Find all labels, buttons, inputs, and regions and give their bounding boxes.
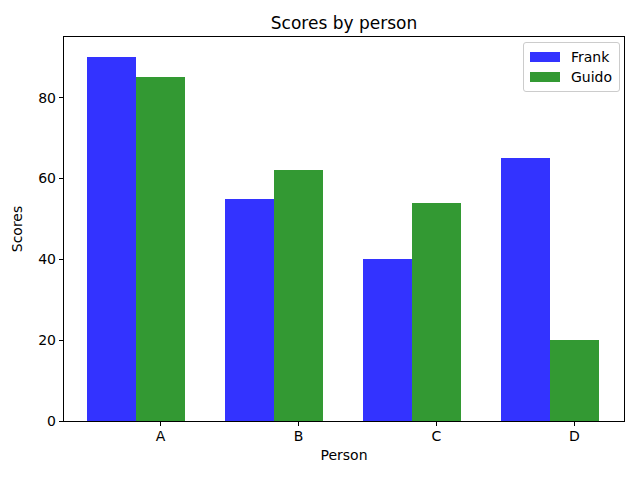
bar-frank-b	[225, 199, 274, 421]
y-axis-label: Scores	[9, 206, 25, 253]
y-tick-label-20: 20	[16, 332, 56, 348]
bar-frank-d	[501, 158, 550, 421]
y-tick-mark	[59, 178, 63, 179]
x-tick-mark	[298, 422, 299, 426]
x-tick-mark	[574, 422, 575, 426]
legend-label-frank: Frank	[571, 49, 609, 65]
x-tick-label-a: A	[137, 428, 185, 444]
bar-frank-a	[87, 57, 136, 421]
bar-guido-c	[412, 203, 461, 421]
y-tick-mark	[59, 340, 63, 341]
y-tick-label-80: 80	[16, 90, 56, 106]
legend-item-frank: Frank	[530, 47, 612, 67]
x-tick-label-b: B	[275, 428, 323, 444]
legend-label-guido: Guido	[571, 69, 612, 85]
y-tick-label-60: 60	[16, 170, 56, 186]
bar-frank-c	[363, 259, 412, 421]
x-tick-mark	[160, 422, 161, 426]
legend-swatch-frank	[530, 52, 560, 62]
plot-area: Frank Guido	[63, 36, 625, 422]
chart-title: Scores by person	[63, 13, 625, 33]
y-tick-mark	[59, 421, 63, 422]
bar-guido-a	[136, 77, 185, 421]
y-tick-label-0: 0	[16, 413, 56, 429]
y-tick-mark	[59, 97, 63, 98]
y-tick-mark	[59, 259, 63, 260]
legend-item-guido: Guido	[530, 67, 612, 87]
x-tick-label-c: C	[413, 428, 461, 444]
y-tick-label-40: 40	[16, 251, 56, 267]
legend: Frank Guido	[523, 42, 620, 92]
legend-swatch-guido	[530, 72, 560, 82]
x-tick-mark	[436, 422, 437, 426]
bar-guido-d	[550, 340, 599, 421]
bar-guido-b	[274, 170, 323, 421]
x-tick-label-d: D	[551, 428, 599, 444]
x-axis-label: Person	[63, 447, 625, 463]
bar-chart-figure: Scores by person Scores Frank Guido Pers…	[0, 0, 640, 480]
